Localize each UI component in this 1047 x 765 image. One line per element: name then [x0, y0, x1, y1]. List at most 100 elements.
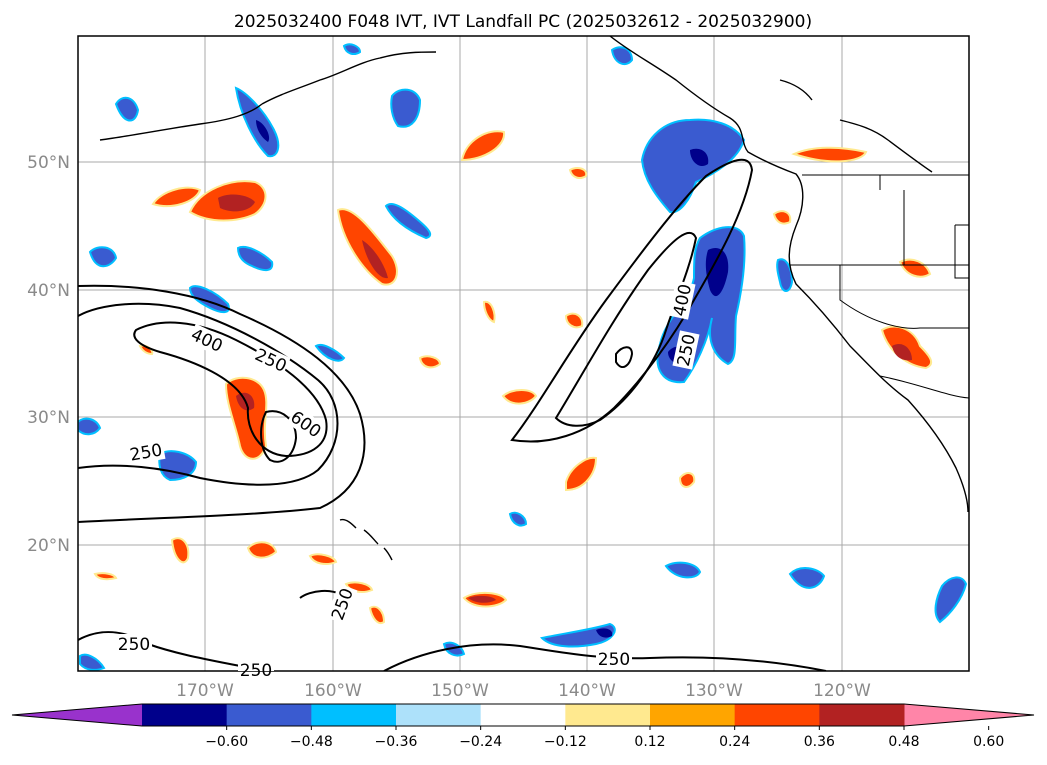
aleutian-islands-west — [99, 103, 263, 141]
anomaly-blob — [151, 186, 202, 208]
border-state — [879, 175, 905, 265]
anomaly-blob — [460, 130, 506, 162]
lon-label-130w: 130°W — [685, 681, 743, 701]
lat-label-50n: 50°N — [27, 153, 70, 173]
anomaly-blob — [610, 46, 634, 66]
lon-label-150w: 150°W — [431, 681, 489, 701]
anomaly-blob — [540, 622, 616, 648]
lon-label-140w: 140°W — [558, 681, 616, 701]
colorbar-segment — [311, 704, 397, 726]
map-panel: 400 250 600 250 250 250 250 250 400 250 … — [27, 35, 970, 701]
anomaly-blob-core — [705, 248, 729, 297]
coast-fragment — [839, 119, 933, 173]
anomaly-blob — [390, 88, 422, 128]
colorbar-outline — [11, 703, 1035, 727]
anomaly-blob-core — [218, 194, 255, 212]
colorbar-extend-high — [904, 704, 1034, 726]
contour-inner — [615, 346, 634, 369]
anomaly-blob — [776, 258, 794, 292]
anomaly-blob — [314, 344, 346, 362]
anomaly-blob — [791, 146, 868, 163]
anomaly-blob — [246, 541, 278, 559]
anomaly-blob — [501, 389, 538, 405]
anomaly-blob-core — [468, 595, 496, 603]
colorbar-segments — [11, 703, 1035, 727]
colorbar-tick-label: 0.48 — [888, 734, 919, 750]
anomaly-blob — [78, 417, 102, 436]
anomaly-blob-core — [596, 628, 613, 638]
anomaly-blob — [565, 456, 598, 492]
lat-label-30n: 30°N — [27, 408, 70, 428]
colorbar-tick-label: 0.12 — [634, 734, 665, 750]
colorbar-segment — [819, 704, 905, 726]
colorbar-segment — [480, 704, 566, 726]
colorbar-segment — [226, 704, 312, 726]
lat-label-40n: 40°N — [27, 281, 70, 301]
anomaly-blob — [508, 511, 528, 527]
anomaly-blob — [664, 561, 702, 579]
colorbar-tick-label: −0.12 — [544, 734, 587, 750]
anomaly-blob — [788, 567, 826, 589]
aleutian-islands — [261, 51, 437, 105]
figure-title: 2025032400 F048 IVT, IVT Landfall PC (20… — [234, 12, 812, 32]
anomaly-blob — [308, 553, 338, 565]
colorbar-segment — [565, 704, 651, 726]
colorbar-segment — [142, 704, 228, 726]
anomaly-blob — [88, 246, 118, 268]
colorbar-tick-label: 0.36 — [804, 734, 835, 750]
border-us-mexico — [879, 375, 969, 399]
anomaly-blob — [678, 472, 696, 488]
anomaly-blob — [93, 572, 118, 581]
anomaly-blob — [442, 641, 466, 657]
anomaly-blob-core — [690, 148, 709, 167]
anomaly-blob — [482, 300, 496, 324]
colorbar-tick-label: 0.60 — [973, 734, 1004, 750]
contour-250-outer — [78, 284, 366, 523]
contour-label: 250 — [598, 650, 630, 670]
hawaii-islands — [339, 518, 393, 561]
anomaly-blob — [934, 576, 968, 624]
colorbar-tick-label: −0.36 — [375, 734, 418, 750]
coast-fragment — [779, 79, 813, 101]
coastlines — [99, 36, 969, 561]
anomaly-blob-core — [362, 240, 388, 279]
anomaly-blob — [79, 653, 106, 671]
contour-600 — [260, 410, 298, 463]
anomaly-blob — [342, 43, 362, 55]
colorbar-tick-label: −0.24 — [459, 734, 502, 750]
anomaly-blob — [384, 202, 432, 240]
longitude-labels: 170°W 160°W 150°W 140°W 130°W 120°W — [176, 681, 871, 701]
borders — [790, 174, 969, 399]
colorbar-extend-low — [12, 704, 142, 726]
anomaly-blob — [236, 246, 274, 272]
anomaly-blob — [114, 96, 140, 122]
latitude-labels: 50°N 40°N 30°N 20°N — [27, 153, 70, 556]
lon-label-160w: 160°W — [304, 681, 362, 701]
lon-label-170w: 170°W — [176, 681, 234, 701]
colorbar-tick-label: −0.48 — [290, 734, 333, 750]
positive-anomaly-field — [93, 130, 933, 624]
border-state — [954, 224, 969, 279]
lat-label-20n: 20°N — [27, 536, 70, 556]
contour-250-bottom — [383, 643, 827, 671]
contour-400 — [133, 321, 328, 458]
map-frame — [77, 35, 970, 672]
anomaly-blob — [368, 605, 386, 624]
colorbar: −0.60 −0.48 −0.36 −0.24 −0.12 0.12 0.24 0.36 0.4… — [11, 703, 1035, 750]
contour-250 — [78, 302, 339, 486]
anomaly-blob — [564, 312, 584, 329]
colorbar-tick-label: −0.60 — [205, 734, 248, 750]
na-west-coastline — [609, 36, 969, 513]
anomaly-blob-core — [892, 343, 912, 361]
contour-400 — [554, 231, 698, 427]
contour-label: 250 — [240, 661, 272, 681]
anomaly-blob — [568, 167, 588, 179]
contour-label: 250 — [118, 635, 150, 655]
colorbar-ticks: −0.60 −0.48 −0.36 −0.24 −0.12 0.12 0.24 0.36 0.4… — [205, 726, 1004, 750]
colorbar-segment — [650, 704, 736, 726]
border-state — [839, 265, 969, 329]
anomaly-blob-core — [256, 120, 270, 142]
lon-label-120w: 120°W — [813, 681, 871, 701]
anomaly-blob — [898, 258, 932, 278]
